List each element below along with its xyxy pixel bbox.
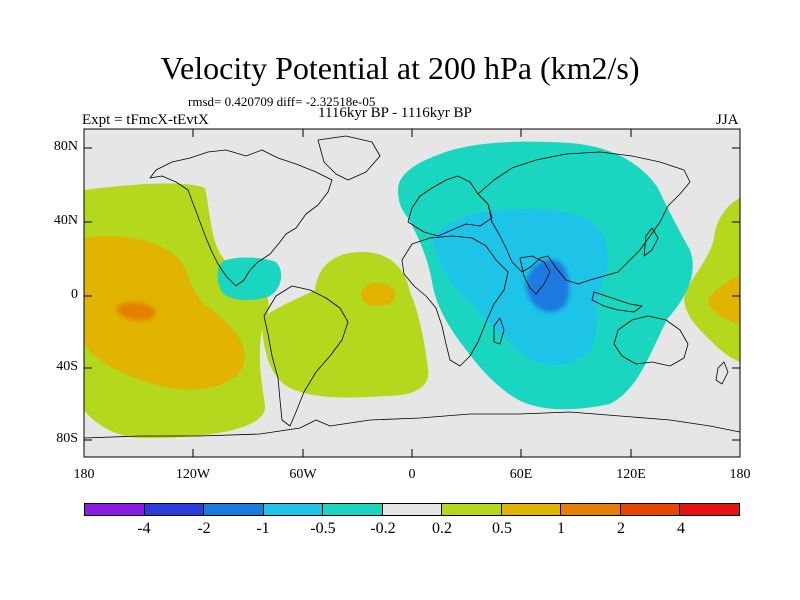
y-tick-label-80n: 80N bbox=[53, 139, 78, 154]
colorbar-label: -0.5 bbox=[310, 520, 336, 537]
coast-indonesia bbox=[591, 291, 643, 313]
colorbar bbox=[84, 503, 740, 516]
colorbar-box bbox=[204, 504, 264, 515]
colorbar-label: 2 bbox=[617, 520, 625, 537]
period-subtitle: 1116kyr BP - 1116kyr BP bbox=[318, 105, 472, 121]
colorbar-label: 4 bbox=[677, 520, 685, 537]
pacific-orange-region bbox=[84, 236, 245, 390]
colorbar-label: -2 bbox=[197, 520, 211, 537]
colorbar-box bbox=[442, 504, 502, 515]
west-pacific-orange-region bbox=[708, 276, 740, 324]
coast-india bbox=[519, 255, 551, 295]
x-tick-label-120e: 120E bbox=[616, 467, 646, 482]
caribbean-negative-region bbox=[217, 257, 282, 301]
x-tick-label-60e: 60E bbox=[509, 467, 533, 482]
colorbar-label: -0.2 bbox=[370, 520, 396, 537]
y-tick-label-40s: 40S bbox=[56, 359, 78, 374]
x-tick-label-120w: 120W bbox=[175, 467, 211, 482]
coast-new-zealand bbox=[715, 361, 729, 385]
colorbar-box bbox=[263, 504, 324, 515]
west-pacific-positive-region bbox=[684, 198, 740, 362]
colorbar-box bbox=[680, 504, 740, 515]
x-tick-label-180w: 180 bbox=[73, 467, 95, 482]
y-tick-label-80s: 80S bbox=[56, 431, 78, 446]
x-tick-label-0: 0 bbox=[408, 467, 416, 482]
colorbar-label: -4 bbox=[137, 520, 151, 537]
coast-greenland bbox=[317, 135, 381, 181]
x-tick-label-60w: 60W bbox=[289, 467, 317, 482]
colorbar-box bbox=[501, 504, 562, 515]
colorbar-label: 0.2 bbox=[432, 520, 452, 537]
colorbar-box bbox=[323, 504, 383, 515]
coast-antarctica bbox=[84, 411, 740, 439]
coast-north-america bbox=[149, 149, 333, 287]
asia-mid-negative-region bbox=[432, 209, 608, 366]
coast-south-america bbox=[263, 285, 349, 427]
coast-madagascar bbox=[493, 317, 505, 345]
x-tick-label-180e: 180 bbox=[729, 467, 751, 482]
experiment-label: Expt = tFmcX-tEvtX bbox=[82, 112, 209, 128]
season-label: JJA bbox=[716, 112, 739, 128]
coast-australia bbox=[613, 315, 689, 367]
colorbar-box bbox=[561, 504, 621, 515]
asia-core-negative-region bbox=[525, 259, 570, 313]
colorbar-box bbox=[144, 504, 205, 515]
map-title: Velocity Potential at 200 hPa (km2/s) bbox=[160, 50, 640, 86]
coast-africa bbox=[401, 235, 509, 367]
coast-japan bbox=[643, 227, 659, 257]
colorbar-box bbox=[85, 504, 145, 515]
colorbar-box bbox=[620, 504, 681, 515]
y-tick-label-0: 0 bbox=[71, 287, 78, 302]
colorbar-label: -1 bbox=[256, 520, 270, 537]
stats-line: rmsd= 0.420709 diff= -2.32518e-05 bbox=[188, 94, 376, 109]
atlantic-orange-region bbox=[360, 282, 396, 306]
colorbar-label: 0.5 bbox=[492, 520, 512, 537]
pacific-peak-region bbox=[116, 302, 156, 321]
coast-asia bbox=[477, 151, 691, 285]
y-tick-label-40n: 40N bbox=[53, 213, 78, 228]
colorbar-label: 1 bbox=[557, 520, 565, 537]
colorbar-box bbox=[382, 504, 443, 515]
